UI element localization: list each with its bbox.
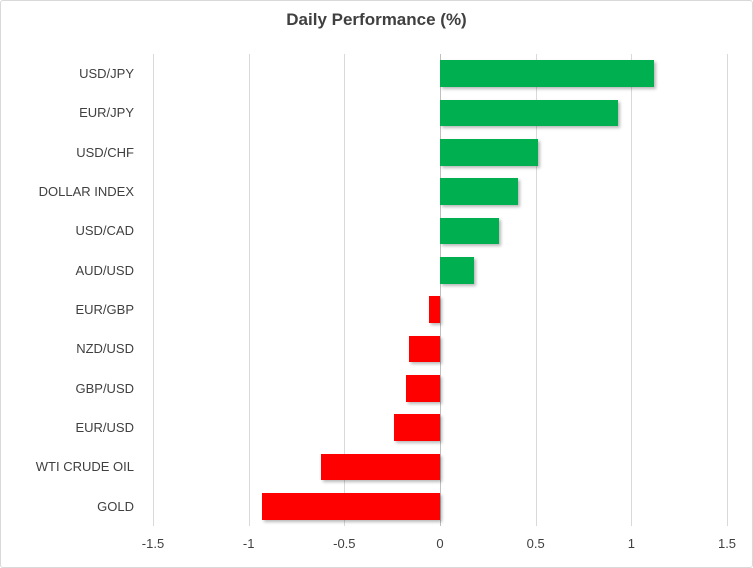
bar-dollar-index bbox=[440, 178, 519, 205]
gridline bbox=[535, 54, 537, 526]
x-tick-label: 0.5 bbox=[526, 536, 545, 551]
gridline bbox=[153, 54, 154, 526]
x-tick-label: 0 bbox=[436, 536, 444, 551]
bar-eur-gbp bbox=[428, 296, 440, 323]
gridline bbox=[248, 54, 250, 526]
bar-row-nzd-usd bbox=[153, 329, 727, 368]
category-label-gbp-usd: GBP/USD bbox=[75, 380, 134, 396]
gridline bbox=[727, 54, 728, 526]
bar-row-usd-cad bbox=[153, 211, 727, 250]
category-label-eur-usd: EUR/USD bbox=[75, 420, 134, 436]
bar-eur-jpy bbox=[440, 99, 618, 127]
bar-gold bbox=[262, 492, 440, 520]
bar-row-eur-gbp bbox=[153, 290, 727, 329]
x-tick-label: -0.5 bbox=[333, 536, 356, 551]
category-axis: USD/JPY EUR/JPY USD/CHF DOLLAR INDEX USD/CAD… bbox=[1, 54, 134, 526]
bar-row-gbp-usd bbox=[153, 369, 727, 408]
bar-usd-cad bbox=[440, 217, 500, 245]
bar-gbp-usd bbox=[405, 374, 440, 402]
bar-row-usd-chf bbox=[153, 133, 727, 172]
bar-row-gold bbox=[153, 487, 727, 526]
x-axis-tick-labels: -1.5 -1 -0.5 0 0.5 1 1.5 bbox=[142, 536, 736, 556]
bar-row-usd-jpy bbox=[153, 54, 727, 93]
bar-row-dollar-index bbox=[153, 172, 727, 211]
category-label-wti-crude-oil: WTI CRUDE OIL bbox=[35, 459, 134, 475]
category-label-gold: GOLD bbox=[97, 498, 134, 514]
bar-usd-jpy bbox=[440, 60, 655, 88]
category-label-eur-jpy: EUR/JPY bbox=[79, 105, 134, 121]
x-tick-label: 1 bbox=[627, 536, 635, 551]
category-label-aud-usd: AUD/USD bbox=[75, 262, 134, 278]
gridline bbox=[631, 54, 633, 526]
category-label-usd-cad: USD/CAD bbox=[75, 223, 134, 239]
bar-usd-chf bbox=[440, 138, 538, 166]
bar-row-eur-usd bbox=[153, 408, 727, 447]
plot-area bbox=[153, 54, 728, 526]
bar-series bbox=[153, 54, 727, 526]
category-label-eur-gbp: EUR/GBP bbox=[75, 302, 134, 318]
x-tick-label: 1.5 bbox=[717, 536, 737, 551]
gridline bbox=[344, 54, 346, 526]
bar-wti-crude-oil bbox=[321, 453, 440, 481]
bar-row-wti-crude-oil bbox=[153, 447, 727, 486]
bar-nzd-usd bbox=[409, 335, 440, 363]
category-label-dollar-index: DOLLAR INDEX bbox=[38, 184, 134, 200]
bar-row-aud-usd bbox=[153, 251, 727, 290]
category-label-usd-jpy: USD/JPY bbox=[79, 66, 134, 82]
bar-eur-usd bbox=[394, 414, 440, 441]
category-label-usd-chf: USD/CHF bbox=[76, 144, 134, 160]
chart-title: Daily Performance (%) bbox=[286, 10, 467, 29]
bar-row-eur-jpy bbox=[153, 93, 727, 132]
category-label-nzd-usd: NZD/USD bbox=[76, 341, 134, 357]
x-tick-label: -1.5 bbox=[141, 536, 165, 551]
zero-axis-line bbox=[440, 54, 441, 526]
bar-aud-usd bbox=[440, 256, 475, 284]
x-tick-label: -1 bbox=[242, 536, 255, 551]
